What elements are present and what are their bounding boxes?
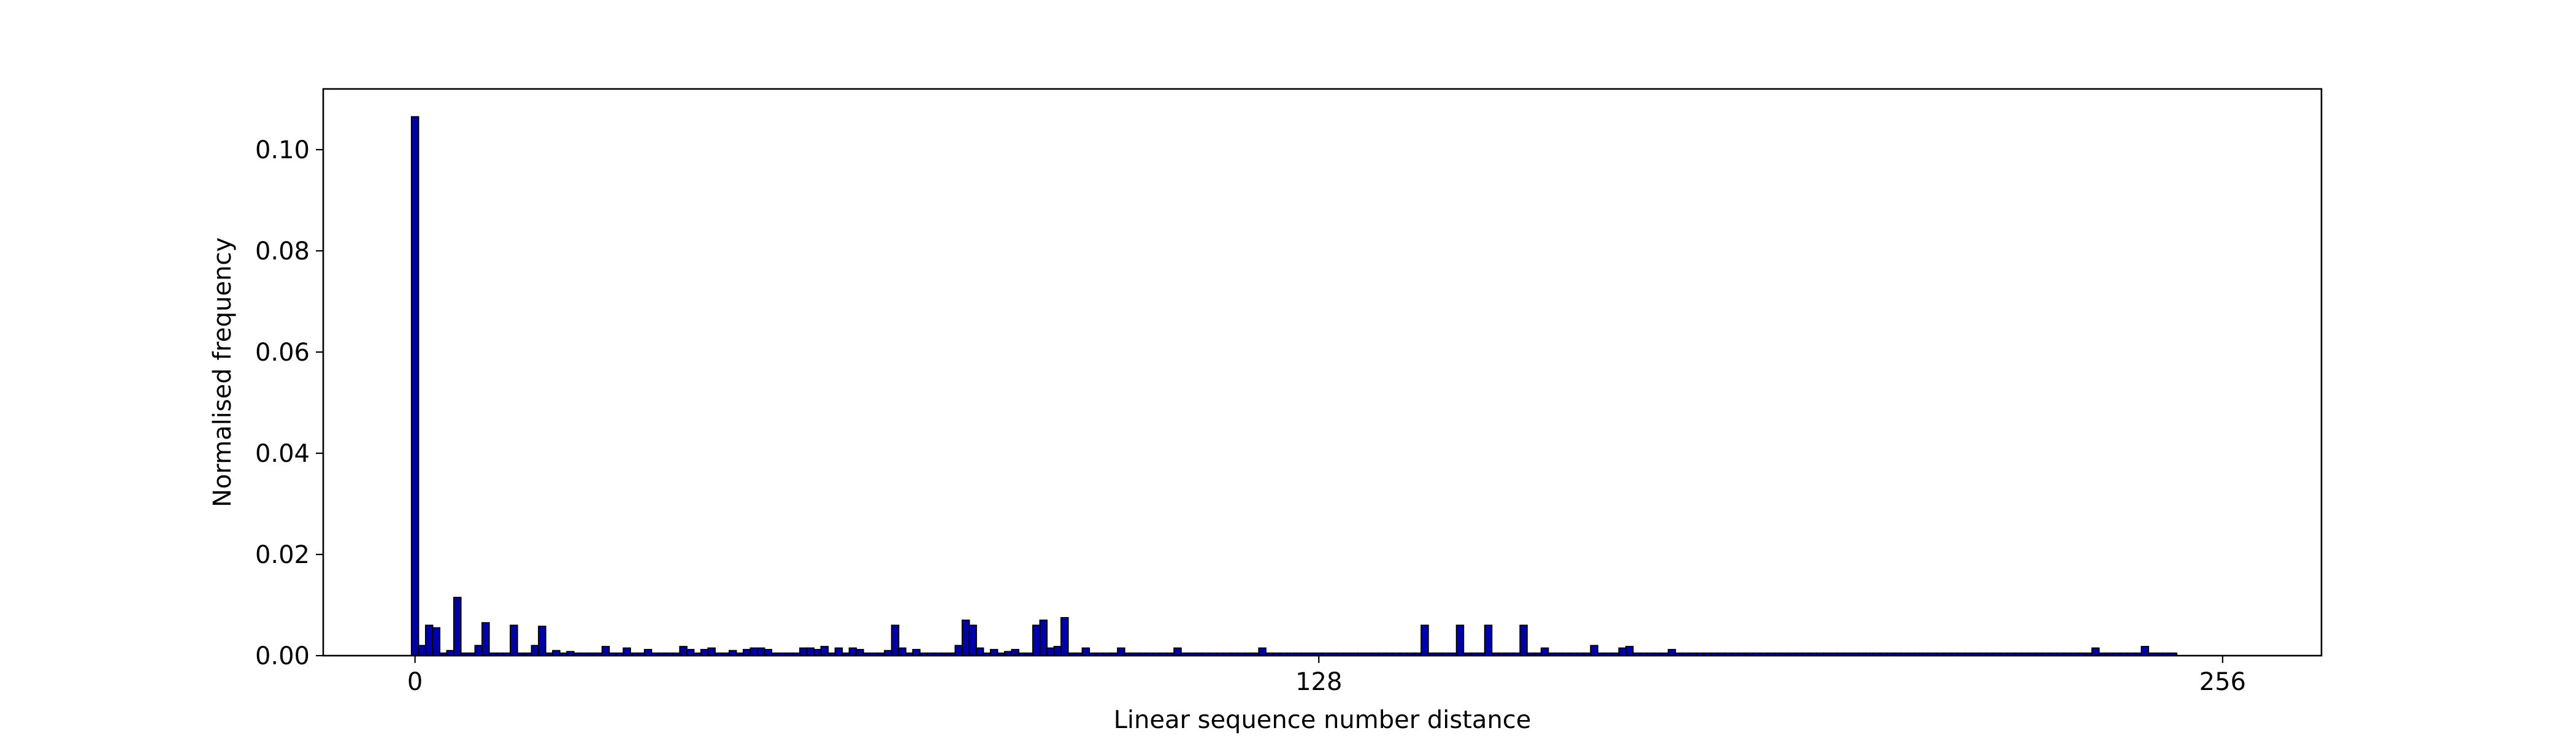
bar: [799, 647, 808, 657]
bar: [749, 647, 759, 657]
bar: [432, 627, 440, 657]
y-tick-label: 0.10: [255, 136, 310, 164]
bar: [410, 116, 420, 657]
bar: [481, 622, 490, 657]
bar: [1484, 624, 1493, 656]
bar: [1668, 649, 1676, 656]
bar: [1590, 645, 1598, 656]
bar: [1540, 647, 1549, 657]
x-tick-label: 0: [407, 668, 423, 696]
bar: [989, 649, 999, 656]
bar: [1625, 646, 1634, 657]
y-tick-label: 0.08: [255, 237, 310, 266]
bar: [820, 646, 829, 657]
y-tick-label: 0.02: [255, 541, 310, 569]
bar: [1060, 617, 1069, 657]
bar: [424, 624, 434, 656]
plot-area-frame: [322, 88, 2323, 657]
bar: [975, 647, 984, 657]
bar: [1039, 619, 1048, 656]
bar: [1173, 647, 1182, 657]
bar: [898, 647, 907, 657]
bar: [806, 647, 815, 657]
bar: [813, 649, 822, 656]
bar: [848, 647, 857, 657]
x-tick-label: 128: [1295, 668, 1342, 696]
bar: [764, 649, 773, 656]
bar: [757, 647, 765, 657]
y-tick-label: 0.00: [255, 642, 310, 670]
bar: [686, 649, 695, 656]
bars-group: [410, 116, 2177, 657]
bar: [707, 647, 716, 657]
bar: [954, 645, 963, 656]
bar: [912, 649, 921, 656]
x-axis: 0 128 256: [407, 656, 2246, 696]
x-tick-label: 256: [2199, 668, 2246, 696]
bar: [2091, 647, 2100, 657]
bar: [1011, 649, 1019, 656]
y-axis: 0.00 0.02 0.04 0.06 0.08 0.10: [255, 136, 323, 670]
x-axis-label: Linear sequence number distance: [1114, 706, 1531, 734]
bar: [1519, 624, 1528, 656]
bar: [679, 646, 688, 657]
y-tick-label: 0.06: [255, 339, 310, 367]
bar: [891, 624, 900, 656]
bar: [1081, 647, 1091, 657]
bar: [1258, 647, 1267, 657]
bar: [1046, 647, 1055, 657]
bar: [700, 649, 709, 656]
bar: [474, 645, 483, 656]
bar: [531, 645, 540, 656]
bar: [742, 649, 751, 656]
bar: [538, 626, 546, 657]
bar: [961, 619, 970, 656]
bar: [1032, 624, 1041, 656]
bar: [968, 624, 977, 656]
y-axis-label: Normalised frequency: [209, 237, 237, 507]
bar: [601, 646, 610, 657]
bar: [1618, 647, 1627, 657]
bar: [1455, 624, 1465, 656]
y-tick-label: 0.04: [255, 440, 310, 468]
bar: [453, 597, 462, 657]
bar: [856, 649, 864, 656]
bar: [1053, 646, 1062, 657]
bar: [643, 649, 653, 656]
bar: [2141, 646, 2149, 657]
bar: [834, 647, 843, 657]
bar: [418, 645, 426, 656]
bar: [1420, 624, 1429, 656]
bar: [1117, 647, 1125, 657]
bar: [510, 624, 518, 656]
bar: [623, 647, 631, 657]
